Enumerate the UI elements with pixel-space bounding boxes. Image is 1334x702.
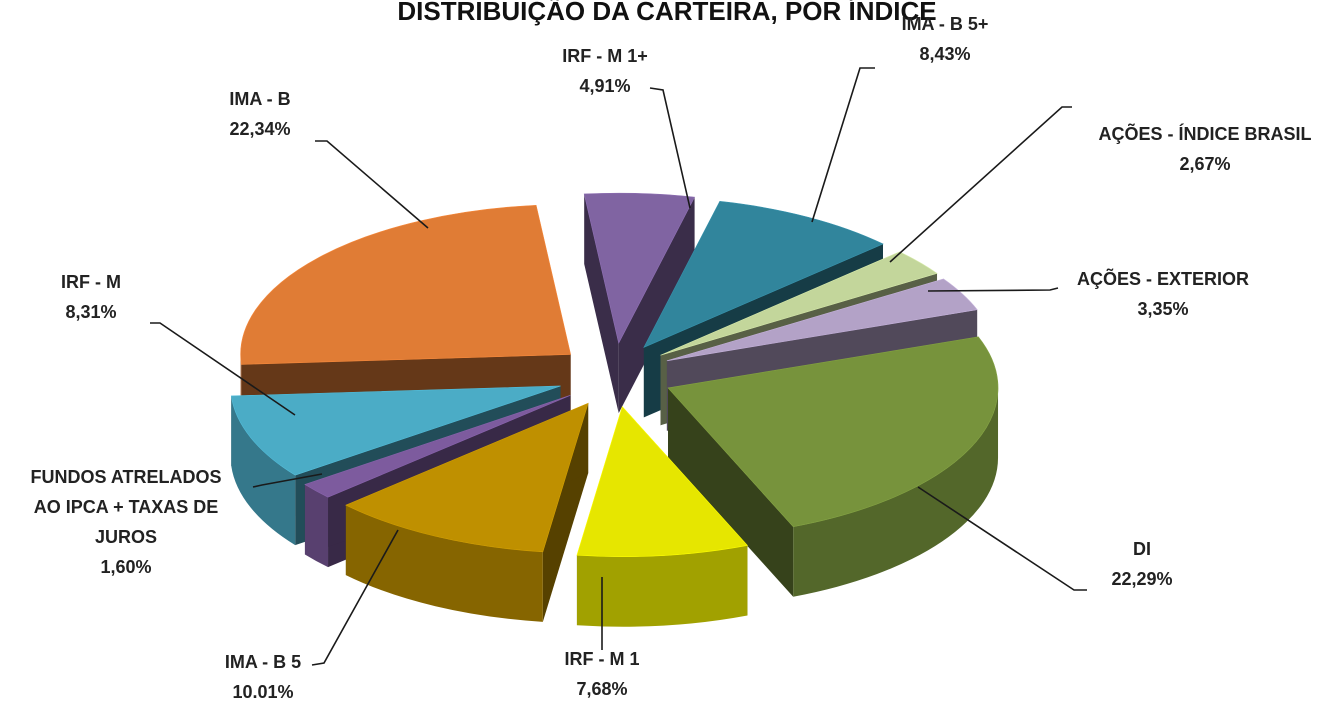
slice-label: AÇÕES - EXTERIOR 3,35% — [1077, 268, 1249, 319]
slice-top — [643, 201, 884, 348]
slice-side — [668, 387, 794, 597]
slice-name: FUNDOS ATRELADOS — [31, 467, 222, 487]
slice-top — [666, 278, 978, 362]
slice-name: IMA - B — [229, 89, 290, 109]
slice-top — [583, 192, 696, 345]
slice-name: AÇÕES - ÍNDICE BRASIL — [1098, 123, 1311, 144]
slice-name: IMA - B 5+ — [902, 14, 989, 34]
slice-rim — [793, 387, 999, 597]
slice-name: IRF - M — [61, 272, 121, 292]
leader-line — [311, 529, 399, 666]
slice-top — [230, 385, 561, 476]
leader-line — [252, 473, 323, 488]
slice-value: 22,34% — [229, 119, 290, 139]
slice-label: IMA - B 22,34% — [229, 89, 290, 139]
slice-value: 7,68% — [576, 679, 627, 699]
leader-line — [917, 486, 1087, 591]
leader-lines — [150, 67, 1087, 666]
slice-value: 22,29% — [1111, 569, 1172, 589]
slice-label: AÇÕES - ÍNDICE BRASIL 2,67% — [1098, 123, 1311, 174]
slice-labels: IRF - M 1+ 4,91% IMA - B 5+ 8,43% AÇÕES - ÍN… — [31, 14, 1312, 702]
slice-rim — [304, 484, 329, 568]
slice-label: IRF - M 1+ 4,91% — [562, 46, 648, 96]
slice-top — [240, 204, 572, 365]
slice-name: DI — [1133, 539, 1151, 559]
slice-top — [304, 395, 571, 498]
slice-name: AO IPCA + TAXAS DE — [34, 497, 219, 517]
pie-slice — [583, 192, 696, 414]
slice-top — [345, 402, 589, 553]
slice-top — [660, 251, 938, 356]
slice-label: FUNDOS ATRELADOS AO IPCA + TAXAS DE JUROS 1… — [31, 467, 222, 577]
slice-value: 4,91% — [579, 76, 630, 96]
leader-line — [889, 106, 1072, 263]
slice-side — [584, 193, 619, 414]
slice-label: IMA - B 5+ 8,43% — [902, 14, 989, 64]
slice-side — [618, 197, 695, 414]
slice-value: 2,67% — [1179, 154, 1230, 174]
leader-line — [150, 322, 296, 416]
pie-slice — [667, 336, 999, 597]
slice-top — [667, 336, 999, 528]
pie-slices — [230, 192, 999, 627]
pie-slice — [345, 402, 589, 622]
slice-value: 3,35% — [1137, 299, 1188, 319]
slice-rim — [576, 545, 748, 627]
slice-value: 10.01% — [232, 682, 293, 702]
leader-line — [811, 67, 875, 223]
slice-label: IRF - M 1 7,68% — [565, 649, 640, 699]
leader-line — [315, 140, 429, 229]
leader-line — [649, 87, 691, 209]
slice-name: IRF - M 1 — [565, 649, 640, 669]
slice-name: IMA - B 5 — [225, 652, 301, 672]
chart-title: DISTRIBUIÇÃO DA CARTEIRA, POR ÍNDICE — [397, 0, 936, 26]
slice-name: AÇÕES - EXTERIOR — [1077, 268, 1249, 289]
slice-name: JUROS — [95, 527, 157, 547]
slice-label: DI 22,29% — [1111, 539, 1172, 589]
leader-line — [927, 287, 1059, 292]
slice-label: IMA - B 5 10.01% — [225, 652, 301, 702]
slice-top — [576, 406, 749, 557]
slice-name: IRF - M 1+ — [562, 46, 648, 66]
slice-value: 8,31% — [65, 302, 116, 322]
slice-value: 1,60% — [100, 557, 151, 577]
pie-slice — [576, 406, 749, 627]
slice-label: IRF - M 8,31% — [61, 272, 121, 322]
slice-value: 8,43% — [919, 44, 970, 64]
